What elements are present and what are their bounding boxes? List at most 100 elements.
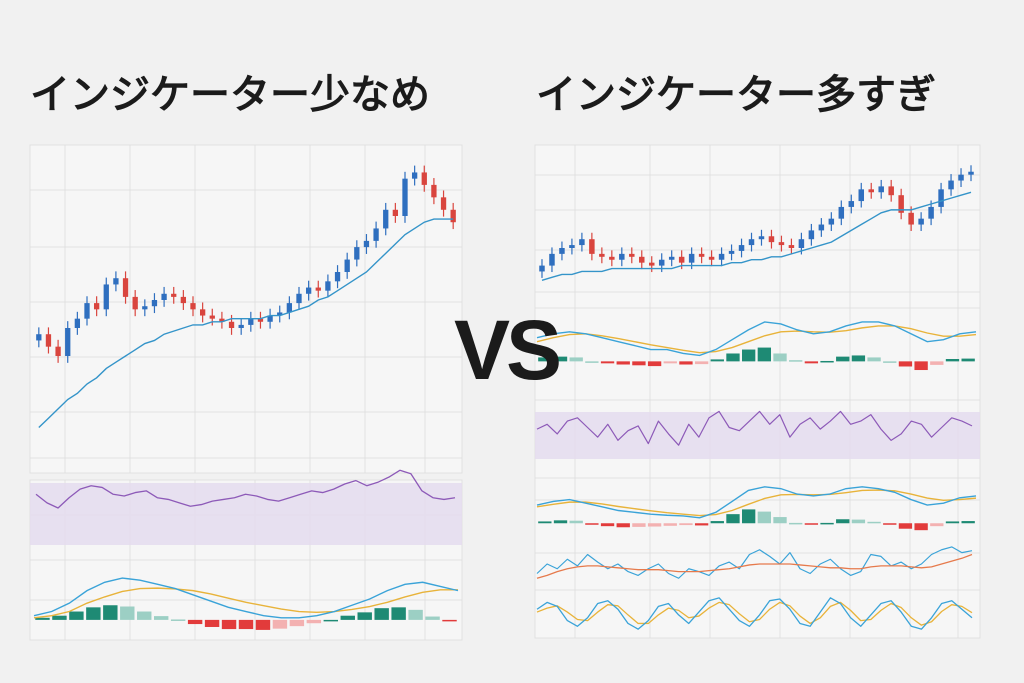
right-price-candle	[968, 171, 974, 175]
right-price-candle	[559, 248, 565, 254]
left-macd-hist-bar	[69, 611, 84, 620]
left-macd-hist-bar	[306, 619, 322, 624]
right-panels-plot-area	[534, 144, 981, 639]
right-macd-2-hist-bar	[616, 523, 630, 528]
left-macd-hist-bar	[52, 615, 67, 620]
right-macd-1-hist-bar	[851, 355, 866, 362]
right-price-candle	[928, 206, 934, 219]
left-macd-hist-bar	[153, 616, 169, 620]
left-price-candle	[277, 312, 283, 316]
left-macd-hist-bar	[238, 619, 254, 630]
right-rsi-band	[535, 412, 980, 459]
right-price-candle	[738, 245, 745, 251]
left-rsi-line	[35, 469, 456, 509]
left-price-candle	[363, 240, 370, 248]
right-macd-1-macd-line	[536, 321, 977, 357]
right-macd-2-hist-bar	[569, 520, 583, 524]
left-price-plot-area	[29, 144, 463, 474]
right-macd-1-hist-bar	[553, 356, 568, 362]
left-price-candle	[421, 172, 427, 185]
right-price-candle	[539, 265, 545, 272]
right-macd-1-hist-bar	[867, 357, 881, 362]
right-price-candle	[668, 256, 675, 260]
left-price-candle	[180, 296, 187, 304]
right-macd-1-hist-bar	[616, 361, 630, 365]
left-price-candle	[55, 346, 61, 356]
right-macd-2-hist-bar	[945, 521, 960, 524]
right-price-candle	[619, 253, 625, 260]
right-price-candle	[609, 256, 615, 260]
right-macd-1-hist-bar	[538, 357, 552, 362]
right-macd-2-hist-bar	[710, 521, 724, 524]
right-macd-1-hist-bar	[741, 349, 756, 362]
left-price-candle	[103, 284, 109, 310]
right-macd-2-hist-bar	[773, 517, 787, 524]
right-macd-2-hist-bar	[836, 519, 850, 524]
right-macd-1-hist-bar	[679, 361, 693, 365]
right-macd-2-hist-bar	[789, 522, 803, 525]
left-macd-hist-bar	[425, 616, 440, 620]
right-price-candle	[798, 239, 805, 248]
right-macd-2-hist-bar	[538, 521, 552, 524]
left-price-candle	[248, 318, 254, 325]
right-price-candle	[898, 195, 904, 213]
right-price-candle	[639, 256, 645, 263]
left-price-candle	[450, 209, 456, 223]
right-price-candle	[688, 253, 695, 263]
right-price-candle	[758, 236, 765, 240]
right-macd-2-hist-bar	[914, 523, 928, 531]
right-price-candle	[808, 230, 815, 240]
right-macd-2-hist-bar	[820, 522, 834, 525]
left-macd-hist-bar	[391, 607, 406, 620]
left-macd-hist-bar	[408, 609, 423, 620]
right-price-candle	[589, 239, 595, 254]
right-macd-1-hist-bar	[632, 361, 646, 366]
right-price-candle	[599, 253, 605, 257]
left-macd-hist-bar	[137, 611, 152, 620]
left-price-candle	[354, 247, 360, 260]
left-price-candle	[267, 315, 273, 322]
right-price-candle	[728, 250, 735, 254]
right-macd-2-hist-bar	[804, 523, 819, 525]
left-macd-hist-bar	[323, 619, 339, 622]
right-price-candle	[678, 256, 685, 263]
right-macd-1-hist-bar	[585, 361, 599, 363]
left-price-candle	[199, 309, 206, 316]
right-price-candle	[878, 186, 884, 193]
right-macd-2-hist-bar	[600, 523, 615, 527]
left-macd-hist-bar	[289, 619, 305, 627]
left-macd-hist-bar	[187, 619, 203, 625]
right-title: インジケーター多すぎ	[536, 72, 936, 118]
left-macd-macd-line	[33, 577, 459, 619]
right-macd-1-hist-bar	[663, 361, 677, 364]
right-price-candle	[629, 253, 635, 257]
right-price-candle	[708, 256, 715, 260]
right-price-candle	[778, 242, 785, 246]
right-price-candle	[768, 236, 775, 243]
right-price-candle	[838, 206, 845, 219]
right-macd-1-hist-bar	[710, 359, 724, 362]
left-macd-signal-line	[33, 587, 458, 619]
left-macd-hist-bar	[272, 619, 288, 629]
left-macd-hist-bar	[35, 617, 50, 620]
left-price-candle	[286, 303, 293, 313]
left-price-candle	[411, 172, 418, 179]
right-macd-1-hist-bar	[945, 359, 960, 362]
left-price-candle	[344, 259, 350, 272]
right-macd-1-hist-bar	[883, 361, 897, 363]
left-price-candle	[219, 318, 225, 322]
right-macd-1-hist-bar	[726, 353, 740, 362]
right-price-candle	[698, 253, 705, 257]
right-macd-2-hist-bar	[867, 521, 881, 524]
right-price-candle	[569, 245, 575, 248]
left-price-candle	[93, 303, 100, 310]
right-price-candle	[788, 245, 795, 248]
right-macd-1-hist-bar	[647, 361, 662, 367]
left-macd-hist-bar	[120, 606, 135, 620]
right-price-candle	[858, 189, 865, 202]
left-price-candle	[325, 281, 331, 291]
left-price-candle	[209, 315, 215, 319]
left-macd-hist-bar	[204, 619, 220, 627]
right-price-candle	[658, 259, 665, 266]
